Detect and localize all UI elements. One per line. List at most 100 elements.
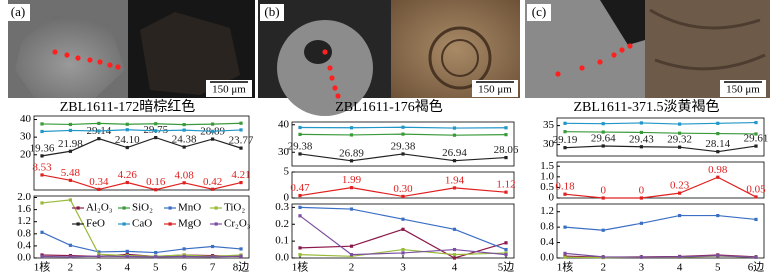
legend-marker bbox=[122, 222, 126, 226]
y-tick-label: 20 bbox=[20, 148, 32, 160]
point bbox=[716, 254, 720, 258]
legend-marker bbox=[122, 206, 126, 210]
value-label: 1.99 bbox=[342, 174, 362, 186]
point bbox=[239, 247, 243, 251]
point bbox=[40, 122, 44, 126]
point bbox=[68, 243, 73, 247]
point bbox=[716, 131, 720, 136]
value-label: 21.98 bbox=[58, 138, 83, 150]
y-tick-label: 1.6 bbox=[17, 203, 31, 215]
matrix bbox=[600, 0, 645, 45]
point bbox=[97, 137, 101, 141]
value-label: 0.18 bbox=[555, 181, 575, 193]
point bbox=[97, 129, 101, 133]
point bbox=[401, 132, 405, 136]
point bbox=[68, 178, 73, 182]
point bbox=[504, 253, 508, 257]
point bbox=[68, 122, 73, 127]
point bbox=[678, 122, 682, 126]
y-tick-label: 35 bbox=[543, 119, 555, 131]
point bbox=[452, 227, 457, 231]
point bbox=[210, 129, 215, 133]
y-tick-label: 1.0 bbox=[540, 170, 554, 182]
x-tick-label: 5 bbox=[715, 262, 721, 274]
point bbox=[154, 129, 158, 133]
series-line bbox=[564, 131, 757, 135]
point bbox=[452, 133, 457, 137]
series-line bbox=[41, 231, 242, 254]
point bbox=[68, 255, 73, 259]
point bbox=[601, 144, 605, 148]
scale-label: 150 μm bbox=[726, 84, 760, 96]
x-tick-label: 2 bbox=[349, 262, 355, 274]
value-label: 4.26 bbox=[118, 169, 138, 181]
grain bbox=[140, 12, 240, 95]
value-label: 29.32 bbox=[667, 134, 692, 146]
legend-marker bbox=[214, 222, 218, 226]
legend-label: SiO₂ bbox=[132, 202, 153, 214]
point bbox=[298, 152, 302, 156]
series-line bbox=[564, 214, 757, 231]
point bbox=[563, 225, 567, 229]
value-label: 5.48 bbox=[61, 167, 81, 179]
spot-markers bbox=[555, 43, 633, 77]
point bbox=[125, 145, 129, 150]
y-tick-label: 0.1 bbox=[275, 235, 289, 247]
x-tick-label: 8边 bbox=[233, 261, 250, 274]
point bbox=[678, 255, 682, 259]
value-label: 29.38 bbox=[391, 140, 416, 152]
point bbox=[452, 186, 457, 190]
point bbox=[154, 188, 158, 192]
point bbox=[40, 173, 44, 177]
point bbox=[210, 244, 215, 249]
plot-frame bbox=[556, 117, 765, 157]
point bbox=[97, 121, 101, 125]
point bbox=[40, 254, 44, 259]
value-label: 29.61 bbox=[744, 133, 769, 145]
panel-label: (c) bbox=[532, 4, 546, 19]
zoning bbox=[441, 39, 479, 77]
point bbox=[563, 255, 567, 259]
point bbox=[504, 155, 508, 160]
x-tick-label: 5 bbox=[153, 262, 159, 274]
panel-label: (a) bbox=[11, 4, 25, 19]
point bbox=[125, 249, 129, 253]
value-label: 29.38 bbox=[288, 140, 313, 152]
series-line bbox=[41, 255, 242, 258]
point bbox=[639, 145, 643, 149]
point bbox=[678, 191, 682, 195]
value-label: 26.89 bbox=[339, 147, 364, 159]
point bbox=[452, 253, 457, 257]
point bbox=[349, 253, 354, 257]
point bbox=[754, 217, 758, 222]
point bbox=[401, 125, 405, 129]
scale-label: 150 μm bbox=[478, 84, 512, 96]
label-box bbox=[6, 4, 30, 21]
label-box bbox=[260, 4, 284, 21]
legend-marker bbox=[168, 222, 172, 226]
point bbox=[97, 252, 101, 256]
point bbox=[639, 130, 643, 135]
point bbox=[754, 195, 758, 199]
point bbox=[452, 247, 457, 252]
legend-marker bbox=[168, 206, 172, 210]
point bbox=[563, 146, 567, 150]
value-label: 1.12 bbox=[496, 179, 515, 191]
value-label: 28.14 bbox=[705, 138, 730, 150]
point bbox=[639, 221, 643, 225]
value-label: 0.30 bbox=[393, 183, 413, 195]
x-tick-label: 4 bbox=[452, 262, 458, 274]
chart-title: ZBL1611-371.5淡黄褐色 bbox=[573, 98, 719, 115]
plot-frame bbox=[33, 115, 250, 191]
point bbox=[678, 131, 682, 135]
point bbox=[504, 251, 508, 255]
series-line bbox=[41, 122, 242, 126]
y-tick-label: 5 bbox=[284, 166, 290, 178]
texture bbox=[649, 8, 766, 71]
x-tick-label: 5边 bbox=[498, 261, 515, 274]
legend-marker bbox=[76, 206, 80, 210]
y-tick-label: 0 bbox=[549, 192, 555, 204]
x-tick-label: 1核 bbox=[34, 260, 51, 274]
image-pair-a: (a) 150 μm bbox=[6, 0, 255, 98]
